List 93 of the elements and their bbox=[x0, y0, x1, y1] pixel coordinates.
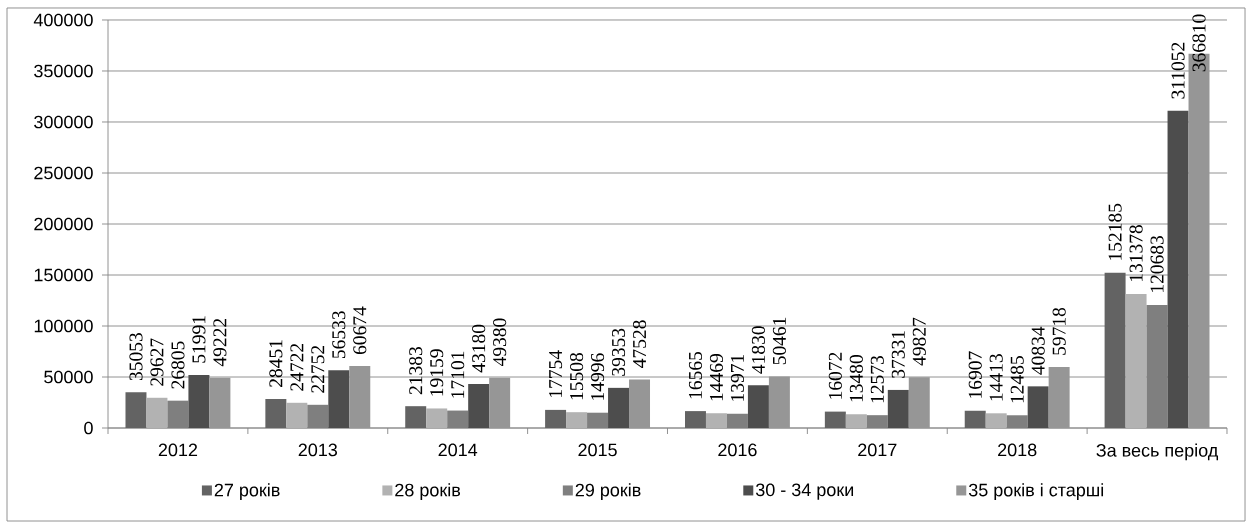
legend-label: 29 років bbox=[575, 483, 641, 500]
data-label: 366810 bbox=[1192, 14, 1206, 72]
bar bbox=[426, 408, 448, 428]
data-label: 47528 bbox=[632, 320, 647, 368]
data-label: 26805 bbox=[171, 341, 185, 389]
data-label: 14469 bbox=[709, 354, 723, 401]
y-tick-label: 200000 bbox=[34, 217, 93, 231]
data-label: 24722 bbox=[290, 343, 304, 391]
data-label: 43180 bbox=[472, 324, 486, 373]
data-label: 41830 bbox=[751, 326, 765, 374]
data-label: 40834 bbox=[1031, 326, 1045, 375]
data-label: 49380 bbox=[493, 318, 507, 367]
bar bbox=[887, 389, 909, 428]
y-tick-label: 0 bbox=[84, 421, 93, 435]
y-tick-label: 350000 bbox=[34, 64, 93, 78]
y-tick-label: 50000 bbox=[44, 370, 93, 384]
bar bbox=[405, 406, 427, 428]
bar bbox=[349, 366, 371, 428]
data-label: 13480 bbox=[849, 355, 863, 402]
y-tick-label: 400000 bbox=[33, 13, 93, 27]
bar bbox=[629, 379, 651, 428]
data-label: 49222 bbox=[213, 318, 227, 367]
x-tick-label: За весь період bbox=[1096, 443, 1219, 461]
legend-label: 27 років bbox=[214, 483, 280, 500]
x-tick-label: 2015 bbox=[578, 443, 617, 457]
data-label: 13971 bbox=[730, 354, 744, 401]
x-tick-label: 2016 bbox=[718, 443, 757, 457]
data-label: 16072 bbox=[828, 352, 842, 399]
x-tick-label: 2017 bbox=[858, 443, 897, 457]
bar bbox=[747, 385, 769, 428]
bar bbox=[845, 414, 867, 428]
y-tick-label: 250000 bbox=[34, 166, 93, 180]
legend-label: 30 - 34 роки bbox=[755, 483, 854, 500]
data-label: 131378 bbox=[1129, 225, 1143, 282]
bar bbox=[1125, 293, 1147, 428]
bar bbox=[566, 412, 588, 428]
data-label: 60674 bbox=[353, 306, 367, 355]
data-label: 16565 bbox=[688, 351, 703, 399]
data-label: 37331 bbox=[891, 331, 905, 378]
data-label: 14996 bbox=[591, 353, 605, 400]
bar bbox=[125, 392, 147, 428]
bar bbox=[1104, 272, 1126, 428]
bar bbox=[908, 377, 930, 428]
data-label: 35053 bbox=[129, 333, 143, 381]
bar bbox=[985, 413, 1007, 428]
bar bbox=[146, 397, 168, 428]
bar bbox=[489, 377, 511, 428]
y-tick-label: 150000 bbox=[34, 268, 93, 282]
bar bbox=[964, 410, 986, 428]
x-tick-label: 2012 bbox=[158, 443, 198, 457]
data-label: 17101 bbox=[451, 351, 465, 398]
bar bbox=[824, 411, 846, 428]
y-tick-label: 100000 bbox=[34, 319, 93, 333]
data-label: 51991 bbox=[192, 316, 206, 363]
bar bbox=[468, 383, 490, 428]
data-label: 59718 bbox=[1052, 307, 1066, 355]
data-label: 12573 bbox=[870, 355, 884, 403]
data-label: 49827 bbox=[912, 317, 926, 366]
data-label: 15508 bbox=[570, 352, 584, 400]
data-label: 22752 bbox=[311, 345, 325, 393]
bar bbox=[265, 398, 287, 428]
data-label: 19159 bbox=[430, 349, 444, 396]
data-label: 56533 bbox=[332, 311, 346, 358]
bar bbox=[545, 409, 567, 428]
data-label: 14413 bbox=[989, 354, 1003, 401]
bar bbox=[286, 402, 308, 428]
data-label: 16907 bbox=[968, 351, 982, 398]
legend-label: 35 років і старші bbox=[968, 483, 1104, 500]
bar bbox=[209, 377, 231, 428]
data-label: 17754 bbox=[549, 350, 563, 397]
bar bbox=[768, 376, 790, 428]
data-label: 29627 bbox=[150, 338, 164, 386]
data-label: 21383 bbox=[409, 347, 423, 395]
bar bbox=[705, 413, 727, 428]
data-label: 50461 bbox=[772, 317, 786, 365]
bar bbox=[684, 411, 706, 428]
x-tick-label: 2014 bbox=[438, 443, 478, 457]
bar bbox=[1027, 386, 1049, 428]
bar bbox=[328, 370, 350, 428]
data-label: 39353 bbox=[611, 328, 626, 376]
bar bbox=[1048, 367, 1070, 428]
data-label: 311052 bbox=[1171, 42, 1185, 99]
data-label: 28451 bbox=[269, 340, 283, 387]
bar bbox=[608, 387, 630, 428]
data-label: 152185 bbox=[1108, 203, 1122, 260]
x-tick-label: 2018 bbox=[998, 443, 1037, 457]
x-tick-label: 2013 bbox=[298, 443, 338, 457]
legend-label: 28 років bbox=[395, 483, 461, 500]
y-tick-label: 300000 bbox=[34, 115, 93, 129]
data-label: 12485 bbox=[1010, 356, 1024, 403]
bar bbox=[1167, 110, 1189, 428]
bar bbox=[188, 374, 210, 428]
data-label: 120683 bbox=[1150, 235, 1164, 292]
